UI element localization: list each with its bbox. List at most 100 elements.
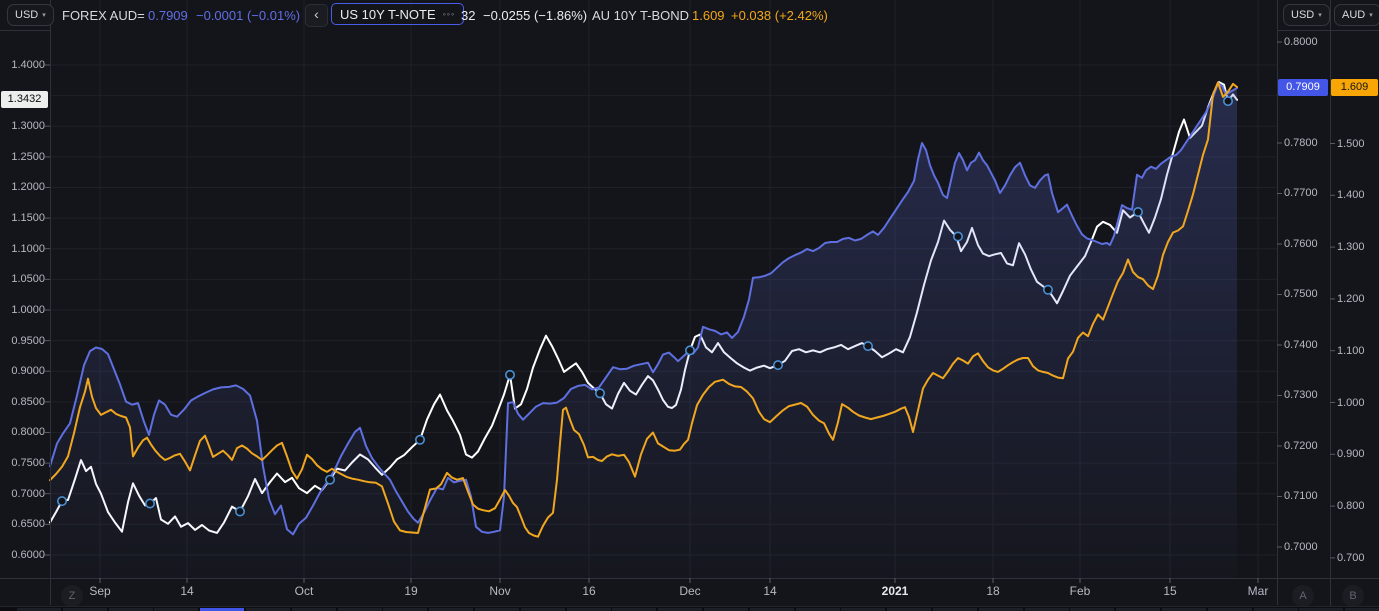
price-tick-label: 0.7600 bbox=[1284, 238, 1318, 250]
data-point-marker bbox=[862, 341, 873, 352]
time-tick-label: 14 bbox=[180, 584, 194, 598]
time-tick-label: 18 bbox=[986, 584, 1000, 598]
price-tick-label: 0.7000 bbox=[1284, 541, 1318, 553]
data-point-marker bbox=[684, 345, 695, 356]
chevron-down-icon: ▾ bbox=[1318, 12, 1322, 19]
price-tick-label: 0.9500 bbox=[11, 335, 45, 347]
axis-button-b[interactable]: B bbox=[1342, 585, 1364, 607]
price-tick-label: 0.7100 bbox=[1284, 490, 1318, 502]
price-tick-label: 0.7700 bbox=[1284, 187, 1318, 199]
price-tick-label: 0.7400 bbox=[1284, 339, 1318, 351]
data-point-marker bbox=[594, 388, 605, 399]
price-tick-label: 0.700 bbox=[1337, 552, 1365, 564]
price-tick-label: 0.7200 bbox=[1284, 440, 1318, 452]
data-point-marker bbox=[56, 496, 67, 507]
price-tick-label: 1.500 bbox=[1337, 138, 1365, 150]
left-axis-currency-button[interactable]: USD ▾ bbox=[7, 4, 54, 26]
scrollbar-segment[interactable] bbox=[1254, 608, 1298, 611]
scrollbar-segment[interactable] bbox=[109, 608, 153, 611]
time-tick-label: Sep bbox=[89, 584, 111, 598]
au-bond-price-label: 1.609 bbox=[1331, 79, 1378, 96]
time-tick-label: 2021 bbox=[881, 584, 909, 598]
scrollbar-segment[interactable] bbox=[1070, 608, 1114, 611]
price-tick-label: 1.0500 bbox=[11, 273, 45, 285]
time-tick-label: Oct bbox=[294, 584, 314, 598]
price-tick-label: 0.7800 bbox=[1284, 137, 1318, 149]
time-tick-label: Dec bbox=[679, 584, 701, 598]
scrollbar-segment[interactable] bbox=[933, 608, 977, 611]
right-aud-axis-currency-button[interactable]: AUD ▾ bbox=[1334, 4, 1379, 26]
scrollbar-segment[interactable] bbox=[429, 608, 473, 611]
area-fill-right_usd bbox=[50, 82, 1237, 579]
scrollbar-active-segment[interactable] bbox=[200, 608, 244, 611]
scrollbar-segment[interactable] bbox=[338, 608, 382, 611]
scrollbar-segment[interactable] bbox=[1345, 608, 1379, 611]
scrollbar-segment[interactable] bbox=[1116, 608, 1160, 611]
series-line bbox=[49, 81, 1238, 536]
price-tick-label: 0.7500 bbox=[1284, 288, 1318, 300]
scrollbar-segment[interactable] bbox=[246, 608, 290, 611]
right-usd-axis-currency-button[interactable]: USD ▾ bbox=[1283, 4, 1330, 26]
price-tick-label: 1.2000 bbox=[11, 181, 45, 193]
scrollbar-segment[interactable] bbox=[1299, 608, 1343, 611]
timezone-button[interactable]: Z bbox=[61, 585, 83, 607]
scrollbar-segment[interactable] bbox=[796, 608, 840, 611]
scrollbar-segment[interactable] bbox=[17, 608, 61, 611]
scrollbar-segment[interactable] bbox=[567, 608, 611, 611]
axis-button-a[interactable]: A bbox=[1292, 585, 1314, 607]
tab-us-10y-t-note[interactable]: US 10Y T-NOTE ◦◦◦ bbox=[331, 3, 465, 25]
price-tick-label: 0.8000 bbox=[1284, 36, 1318, 48]
scrollbar-segment[interactable] bbox=[521, 608, 565, 611]
scrollbar-segment[interactable] bbox=[612, 608, 656, 611]
price-tick-label: 0.7000 bbox=[11, 488, 45, 500]
price-tick-label: 0.6000 bbox=[11, 549, 45, 561]
right-aud-currency-label: AUD bbox=[1342, 9, 1366, 21]
scrollbar-segment[interactable] bbox=[750, 608, 794, 611]
scrollbar-segment[interactable] bbox=[475, 608, 519, 611]
data-point-marker bbox=[324, 474, 335, 485]
price-tick-label: 1.100 bbox=[1337, 345, 1365, 357]
price-tick-label: 1.3000 bbox=[11, 120, 45, 132]
time-tick-label: 14 bbox=[763, 584, 777, 598]
data-point-marker bbox=[145, 498, 156, 509]
right-usd-currency-label: USD bbox=[1291, 9, 1315, 21]
scrollbar-segment[interactable] bbox=[704, 608, 748, 611]
price-tick-label: 0.900 bbox=[1337, 448, 1365, 460]
price-tick-label: 0.7300 bbox=[1284, 389, 1318, 401]
scrollbar-segment[interactable] bbox=[63, 608, 107, 611]
scrollbar-segment[interactable] bbox=[658, 608, 702, 611]
time-tick-label: Feb bbox=[1069, 584, 1091, 598]
data-point-marker bbox=[1223, 96, 1234, 107]
scrollbar-segment[interactable] bbox=[292, 608, 336, 611]
price-tick-label: 1.300 bbox=[1337, 241, 1365, 253]
time-tick-label: 15 bbox=[1163, 584, 1177, 598]
more-options-icon[interactable]: ◦◦◦ bbox=[442, 9, 456, 19]
forex-symbol-label: FOREX AUD= bbox=[62, 8, 145, 23]
scrollbar-segment[interactable] bbox=[1025, 608, 1069, 611]
scrollbar-segment[interactable] bbox=[887, 608, 931, 611]
data-point-marker bbox=[1043, 284, 1054, 295]
bottom-scrollbar[interactable] bbox=[0, 606, 1379, 611]
scrollbar-segment[interactable] bbox=[1162, 608, 1206, 611]
back-chevron-button[interactable]: ‹ bbox=[305, 4, 328, 27]
forex-change-value: −0.0001 (−0.01%) bbox=[196, 8, 301, 23]
data-point-marker bbox=[235, 506, 246, 517]
note-tab-label: US 10Y T-NOTE bbox=[340, 6, 436, 22]
scrollbar-segment[interactable] bbox=[1208, 608, 1252, 611]
scrollbar-segment[interactable] bbox=[154, 608, 198, 611]
aud-usd-price-label: 0.7909 bbox=[1278, 79, 1328, 96]
price-tick-label: 1.0000 bbox=[11, 304, 45, 316]
scrollbar-segment[interactable] bbox=[383, 608, 427, 611]
time-tick-label: Mar bbox=[1247, 584, 1269, 598]
forex-last-value: 0.7909 bbox=[148, 8, 188, 23]
scrollbar-segment[interactable] bbox=[979, 608, 1023, 611]
price-tick-label: 1.000 bbox=[1337, 397, 1365, 409]
data-point-marker bbox=[504, 369, 515, 380]
scrollbar-segment[interactable] bbox=[841, 608, 885, 611]
series-line bbox=[49, 81, 1238, 538]
price-tick-label: 0.8000 bbox=[11, 426, 45, 438]
bond-change-value: +0.038 (+2.42%) bbox=[731, 8, 828, 23]
bond-last-value: 1.609 bbox=[692, 8, 725, 23]
